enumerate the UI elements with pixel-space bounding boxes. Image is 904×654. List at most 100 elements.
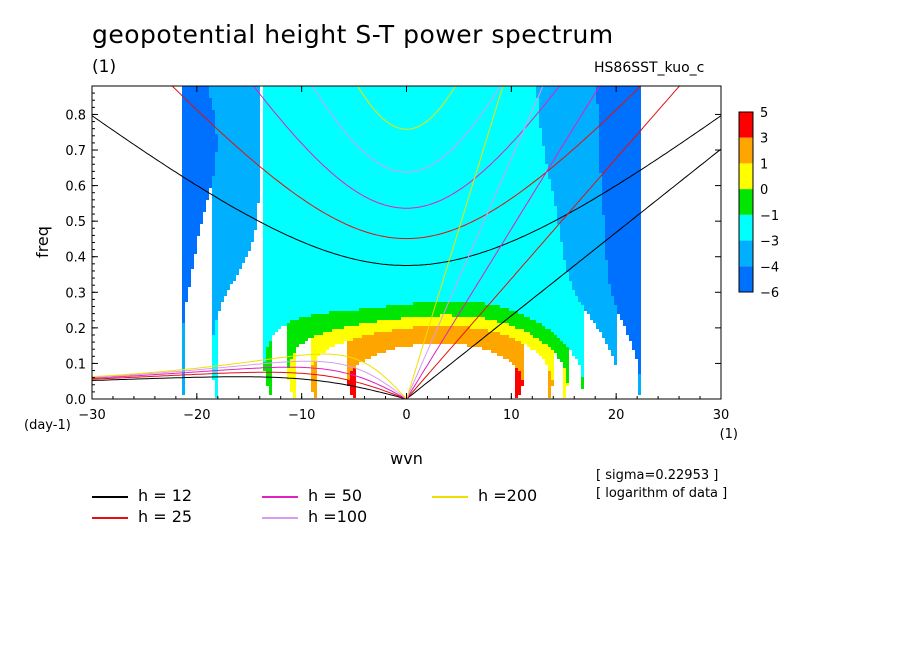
contour-cell: [605, 86, 608, 260]
contour-cell: [191, 86, 194, 269]
contour-cell: [560, 86, 563, 242]
contour-cell: [512, 338, 515, 365]
ig-curve-h200: [357, 86, 456, 130]
contour-cell: [533, 320, 536, 338]
kelvin-curve-h50: [406, 86, 601, 399]
contour-cell: [479, 86, 482, 302]
contour-cell: [596, 104, 599, 329]
contour-cell: [464, 86, 467, 302]
contour-cell: [452, 302, 455, 317]
contour-cell: [542, 344, 545, 359]
x-tick-label: −20: [183, 408, 210, 423]
unit-label: (1): [92, 57, 117, 77]
contour-cell: [494, 320, 497, 332]
contour-cell: [491, 86, 494, 305]
contour-cell: [515, 311, 518, 329]
contour-cell: [341, 329, 344, 344]
contour-cell: [380, 86, 383, 308]
colorbar-label: −1: [760, 209, 779, 224]
contour-cell: [590, 86, 593, 320]
contour-cell: [356, 311, 359, 326]
contour-cell: [353, 311, 356, 326]
contour-cell: [533, 338, 536, 350]
contour-cell: [500, 335, 503, 356]
contour-cell: [386, 332, 389, 350]
contour-cell: [299, 317, 302, 344]
contour-cell: [374, 323, 377, 332]
contour-cell: [413, 86, 416, 302]
contour-cell: [596, 86, 599, 104]
ig-curve-h25: [171, 86, 642, 240]
contour-cell: [572, 290, 575, 356]
y-axis-label: freq: [33, 226, 52, 258]
contour-cell: [407, 86, 410, 305]
contour-cell: [548, 86, 551, 179]
contour-cell: [362, 86, 365, 308]
contour-cell: [500, 323, 503, 335]
colorbar-label: −4: [760, 260, 779, 275]
contour-cell: [572, 86, 575, 290]
contour-cell: [290, 320, 293, 359]
contour-cell: [410, 86, 413, 305]
sigma-note: [ sigma=0.22953 ]: [596, 468, 719, 483]
contour-cell: [374, 308, 377, 323]
contour-cell: [548, 371, 551, 398]
legend-label-h200: h =200: [478, 486, 538, 505]
contour-cell: [419, 326, 422, 344]
contour-cell: [554, 206, 557, 335]
contour-cell: [416, 86, 419, 302]
contour-cell: [356, 86, 359, 311]
contour-cell: [302, 86, 305, 317]
contour-cell: [350, 341, 353, 371]
contour-cell: [476, 86, 479, 302]
contour-cell: [545, 344, 548, 365]
contour-cell: [548, 347, 551, 371]
contour-cell: [581, 305, 584, 377]
kelvin-curve-h200: [406, 86, 504, 399]
contour-cell: [245, 86, 248, 257]
contour-cell: [401, 86, 404, 305]
contour-cell: [482, 329, 485, 350]
contour-cell: [347, 380, 350, 386]
contour-cell: [377, 308, 380, 320]
contour-cell: [449, 326, 452, 344]
contour-cell: [518, 341, 521, 371]
contour-cell: [470, 86, 473, 302]
contour-cell: [473, 302, 476, 317]
contour-cell: [236, 86, 239, 275]
contour-cell: [203, 86, 206, 212]
contour-cell: [320, 314, 323, 335]
contour-cell: [308, 86, 311, 317]
contour-cell: [335, 329, 338, 344]
contour-cell: [515, 368, 518, 398]
contour-cell: [485, 320, 488, 329]
colorbar-label: 0: [760, 183, 768, 198]
x-tick-label: 10: [503, 408, 520, 423]
contour-cell: [521, 314, 524, 329]
contour-cell: [233, 86, 236, 281]
contour-cell: [377, 320, 380, 332]
contour-cell: [449, 314, 452, 326]
experiment-label: HS86SST_kuo_c: [594, 60, 705, 76]
contour-cell: [407, 317, 410, 329]
contour-cell: [485, 86, 488, 305]
contour-cell: [446, 302, 449, 314]
contour-cell: [359, 323, 362, 338]
contour-cell: [359, 86, 362, 308]
contour-cell: [389, 320, 392, 332]
contour-cell: [362, 308, 365, 323]
contour-cell: [482, 302, 485, 317]
colorbar-swatch: [739, 266, 753, 292]
contour-cell: [620, 86, 623, 320]
legend-label-h12: h = 12: [138, 486, 193, 505]
contour-cell: [455, 302, 458, 317]
contour-cell: [413, 326, 416, 344]
contour-cell: [419, 86, 422, 302]
contour-cell: [461, 302, 464, 317]
contour-cell: [215, 152, 218, 320]
legend-label-h25: h = 25: [138, 507, 193, 526]
y-tick-label: 0.2: [65, 322, 86, 337]
contour-cell: [329, 332, 332, 347]
contour-cell: [479, 302, 482, 317]
contour-cell: [392, 86, 395, 305]
